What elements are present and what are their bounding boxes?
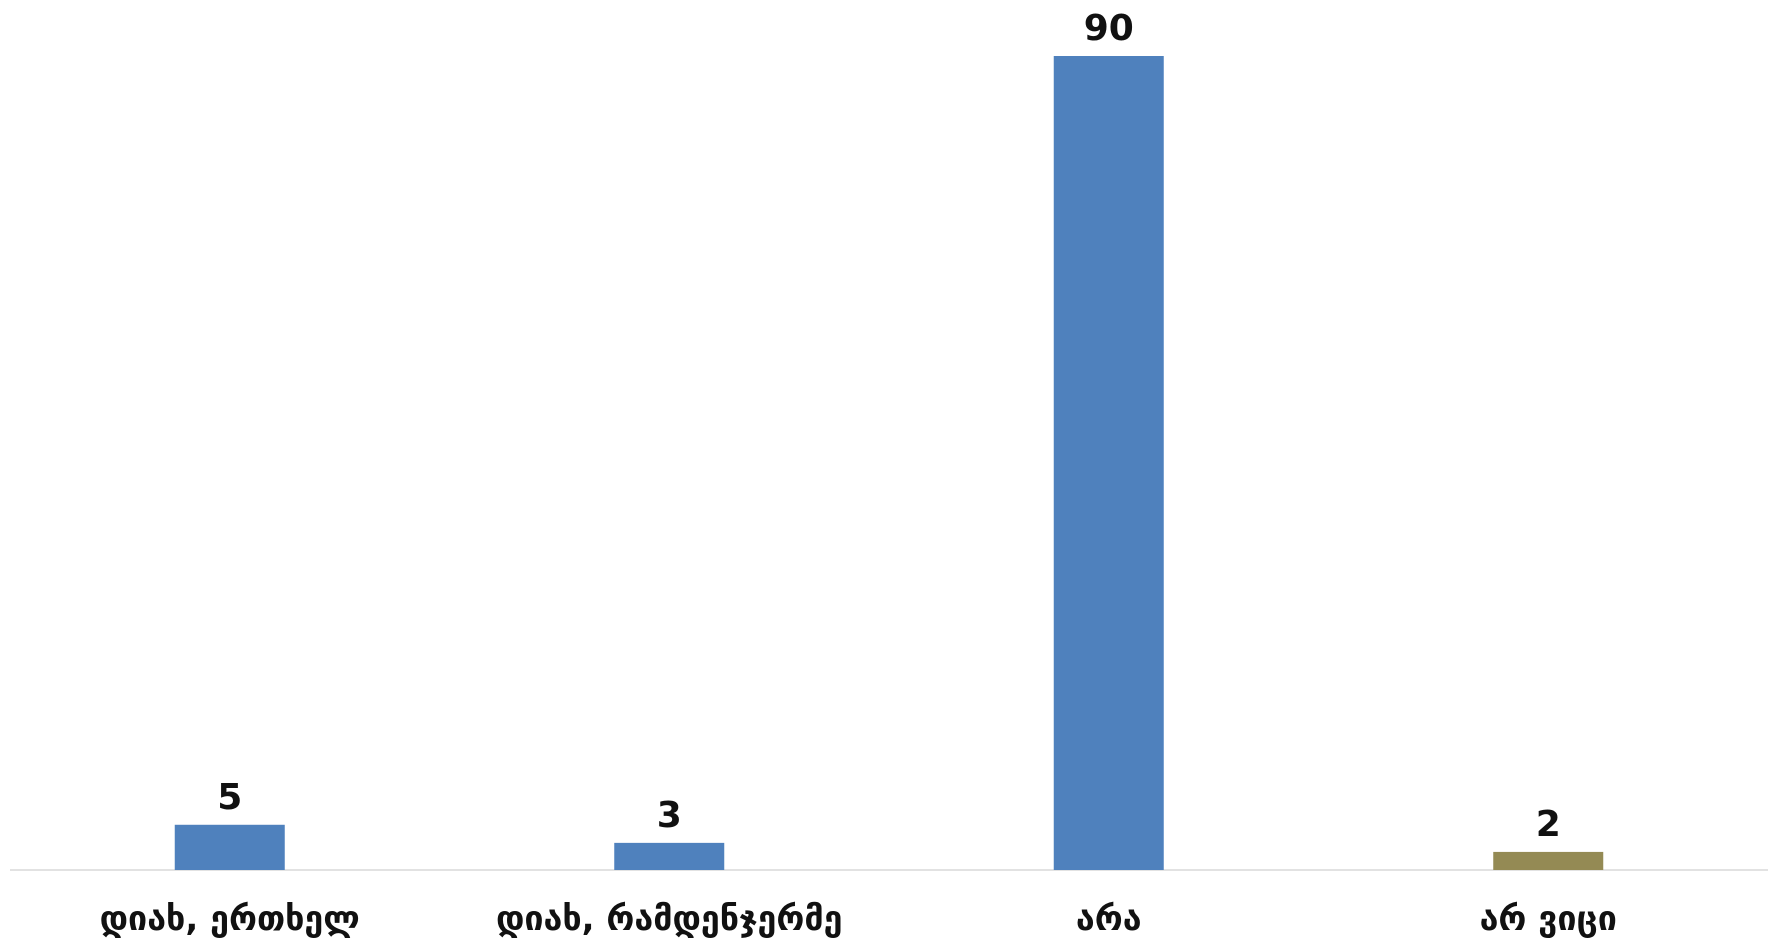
bar-4 (1493, 851, 1604, 870)
bar-3 (1053, 56, 1164, 870)
category-label-2: დიახ, რამდენჯერმე (496, 899, 843, 939)
bar-1 (174, 824, 285, 870)
bars-group (174, 56, 1604, 870)
data-labels-group: 5 3 90 2 (217, 8, 1561, 845)
category-label-4: არ ვიცი (1480, 899, 1617, 939)
bar-2 (614, 842, 725, 870)
category-label-3: არა (1076, 899, 1142, 939)
data-label-4: 2 (1536, 804, 1561, 845)
data-label-1: 5 (217, 777, 242, 818)
category-labels-group: დიახ, ერთხელ დიახ, რამდენჯერმე არა არ ვიცი (100, 899, 1617, 939)
category-label-1: დიახ, ერთხელ (100, 899, 360, 939)
data-label-2: 3 (657, 795, 682, 836)
data-label-3: 90 (1084, 8, 1134, 49)
